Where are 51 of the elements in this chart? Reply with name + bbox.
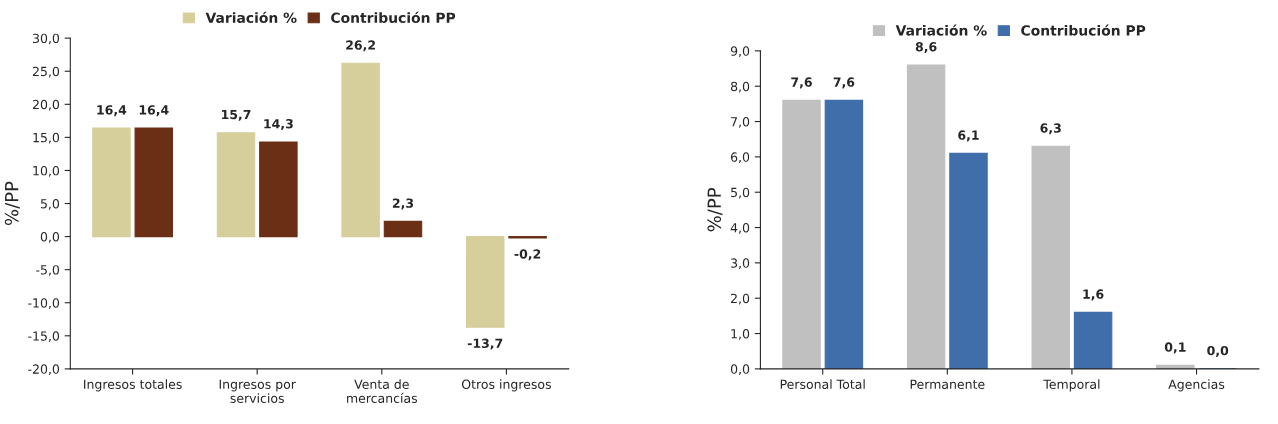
- x-tick-label: Temporal: [1043, 379, 1100, 392]
- data-label: 16,4: [97, 105, 127, 117]
- data-label: 6,1: [958, 130, 979, 142]
- y-tick-label: 8,0: [730, 81, 750, 93]
- x-tick-label: Agencias: [1168, 379, 1225, 392]
- x-tick-label: Personal Total: [780, 379, 865, 389]
- y-tick-label: -10,0: [28, 298, 60, 309]
- y-tick-label: 25,0: [32, 66, 60, 78]
- data-label: 8,6: [915, 42, 937, 54]
- y-tick-label: 4,0: [730, 223, 750, 234]
- y-axis-title: %/PP: [4, 181, 20, 226]
- x-tick-label: Ingresos totales: [84, 379, 182, 392]
- y-tick-label: 30,0: [32, 33, 60, 45]
- y-tick-label: 5,0: [731, 187, 750, 199]
- y-tick-label: 0,0: [40, 232, 60, 243]
- data-label: 15,7: [222, 109, 251, 121]
- legend-label: Variación %: [895, 24, 987, 36]
- y-axis-title: %/PP: [707, 187, 723, 232]
- x-tick-label: Otros ingresos: [461, 379, 551, 392]
- data-label: 6,3: [1040, 123, 1061, 135]
- data-label: 0,1: [1164, 342, 1186, 354]
- data-label: 16,4: [139, 105, 169, 117]
- y-tick-label: 20,0: [32, 99, 60, 111]
- y-tick-label: -5,0: [36, 265, 60, 276]
- y-tick-label: 10,0: [33, 165, 60, 177]
- data-label: 14,3: [264, 119, 293, 131]
- x-tick-label: Ingresos por servicios: [219, 379, 296, 403]
- y-tick-label: 1,0: [731, 329, 750, 340]
- y-tick-label: 0,0: [730, 364, 750, 376]
- legend-label: Variación %: [205, 11, 297, 23]
- y-tick-label: 2,0: [731, 293, 750, 305]
- x-tick-label: Permanente: [910, 379, 985, 389]
- data-label: -0,2: [514, 249, 541, 261]
- data-label: 7,6: [833, 77, 855, 89]
- legend-label: Contribución PP: [331, 11, 456, 23]
- data-label: 0,0: [1207, 345, 1229, 357]
- y-tick-label: 9,0: [730, 46, 750, 58]
- legend-label: Contribución PP: [1021, 24, 1146, 36]
- y-tick-label: 6,0: [730, 152, 750, 164]
- data-label: 7,6: [791, 77, 812, 89]
- y-tick-label: 15,0: [33, 132, 60, 144]
- data-label: -13,7: [467, 338, 503, 350]
- y-tick-label: 7,0: [731, 117, 750, 128]
- data-label: 2,3: [392, 198, 414, 210]
- data-label: 26,2: [346, 40, 375, 52]
- x-tick-label: Venta de mercancías: [347, 379, 418, 403]
- y-tick-label: 3,0: [731, 258, 750, 270]
- data-label: 1,6: [1083, 289, 1104, 301]
- y-tick-label: -20,0: [28, 364, 60, 376]
- y-tick-label: 5,0: [40, 198, 60, 210]
- y-tick-label: -15,0: [28, 331, 60, 343]
